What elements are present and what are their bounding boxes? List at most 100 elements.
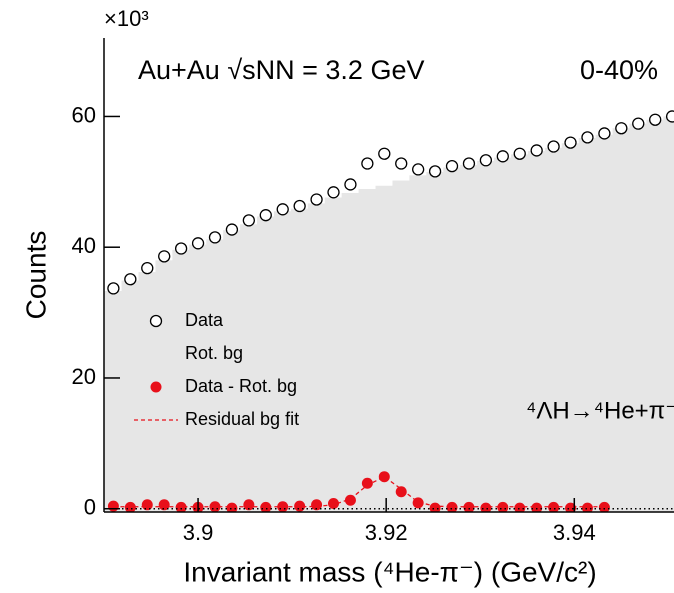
bg-bin: [578, 138, 597, 512]
bg-bin: [206, 239, 224, 512]
bg-bin: [273, 211, 292, 512]
data-point: [513, 147, 526, 160]
residual-point: [581, 502, 593, 512]
legend-label: Rot. bg: [185, 343, 243, 363]
bg-bin: [612, 128, 631, 512]
bg-bin: [104, 291, 123, 512]
data-point: [547, 140, 560, 153]
data-point: [158, 250, 171, 263]
y-tick-label: 20: [72, 364, 96, 389]
data-point: [395, 157, 408, 170]
bg-bin: [324, 197, 343, 512]
data-point: [412, 163, 425, 176]
legend: Data Rot. bg Data - Rot. bg Residual bg fit: [134, 310, 299, 429]
bg-bin: [561, 143, 580, 512]
background-layer: [104, 116, 674, 512]
bg-bin: [341, 192, 360, 512]
bg-bin: [240, 224, 258, 512]
legend-label: Residual bg fit: [185, 409, 299, 429]
residual-point: [175, 501, 187, 512]
legend-label: Data: [185, 310, 224, 330]
data-point: [242, 214, 256, 227]
residual-point: [395, 486, 407, 498]
data-point: [530, 144, 543, 157]
bg-bin: [477, 160, 495, 512]
bg-bin: [443, 167, 461, 512]
data-point: [428, 165, 442, 178]
bg-bin: [358, 189, 377, 512]
data-point: [327, 186, 340, 199]
residual-point: [294, 500, 306, 512]
data-point: [141, 261, 154, 275]
residual-point: [124, 501, 136, 512]
data-layer: [107, 110, 674, 512]
data-point: [598, 127, 611, 140]
bg-bin: [544, 147, 563, 512]
x-tick-label: 3.94: [553, 520, 596, 545]
bg-bin: [290, 208, 309, 512]
data-point: [632, 117, 645, 130]
residual-point: [480, 502, 492, 512]
bg-bin: [527, 151, 546, 512]
bg-bin: [375, 185, 394, 512]
bg-bin: [257, 216, 275, 512]
y-tick-label: 40: [72, 233, 96, 258]
data-point: [191, 237, 205, 250]
data-point: [615, 122, 628, 135]
bg-bin: [595, 134, 614, 512]
x-axis-title: Invariant mass (⁴He-π⁻) (GeV/c²): [183, 556, 596, 587]
bg-bin: [409, 175, 427, 512]
annotation: ⁴ΛH→⁴He+π⁻: [526, 397, 674, 424]
data-point: [174, 242, 188, 255]
bg-bin: [646, 119, 664, 512]
data-point: [581, 131, 594, 144]
residual-point: [565, 502, 577, 512]
y-tick-label: 0: [84, 495, 96, 520]
bg-bin: [138, 272, 157, 512]
residual-point: [463, 501, 475, 512]
residual-point: [328, 498, 340, 510]
residual-point: [107, 500, 119, 512]
bg-bin: [223, 230, 241, 512]
legend-label: Data - Rot. bg: [185, 376, 297, 396]
data-point: [445, 159, 459, 173]
residual-point: [277, 501, 289, 512]
data-point: [225, 223, 239, 236]
residual-point: [141, 499, 153, 511]
bg-bin: [189, 244, 207, 512]
data-point: [124, 273, 137, 286]
legend-marker: [149, 314, 163, 328]
data-point: [564, 136, 577, 149]
data-point: [496, 150, 509, 163]
bg-bin: [121, 280, 140, 512]
bg-bin: [460, 164, 478, 512]
bg-bin: [307, 203, 326, 512]
bg-bin: [629, 123, 648, 512]
residual-point: [158, 499, 170, 511]
residual-point: [531, 502, 543, 512]
data-point: [361, 157, 374, 170]
y-multiplier: ×10³: [104, 6, 149, 31]
residual-point: [226, 502, 238, 512]
bg-bin: [426, 172, 444, 512]
residual-point: [311, 499, 323, 511]
bg-bin: [663, 116, 674, 512]
residual-point: [446, 501, 458, 512]
residual-point: [260, 501, 272, 512]
data-point: [259, 209, 272, 222]
data-point: [276, 203, 289, 216]
residual-point: [344, 494, 356, 506]
chart-title: Au+Au √sNN = 3.2 GeV: [138, 55, 424, 85]
residual-point: [412, 497, 424, 509]
residual-point: [514, 502, 526, 512]
data-point: [107, 282, 120, 295]
y-tick-label: 60: [72, 102, 96, 127]
residual-point: [497, 501, 509, 512]
data-point: [310, 193, 323, 206]
residual-point: [548, 501, 560, 512]
data-point: [293, 199, 306, 213]
residual-point: [361, 477, 373, 489]
x-tick-label: 3.9: [183, 520, 214, 545]
residual-point: [429, 502, 441, 512]
